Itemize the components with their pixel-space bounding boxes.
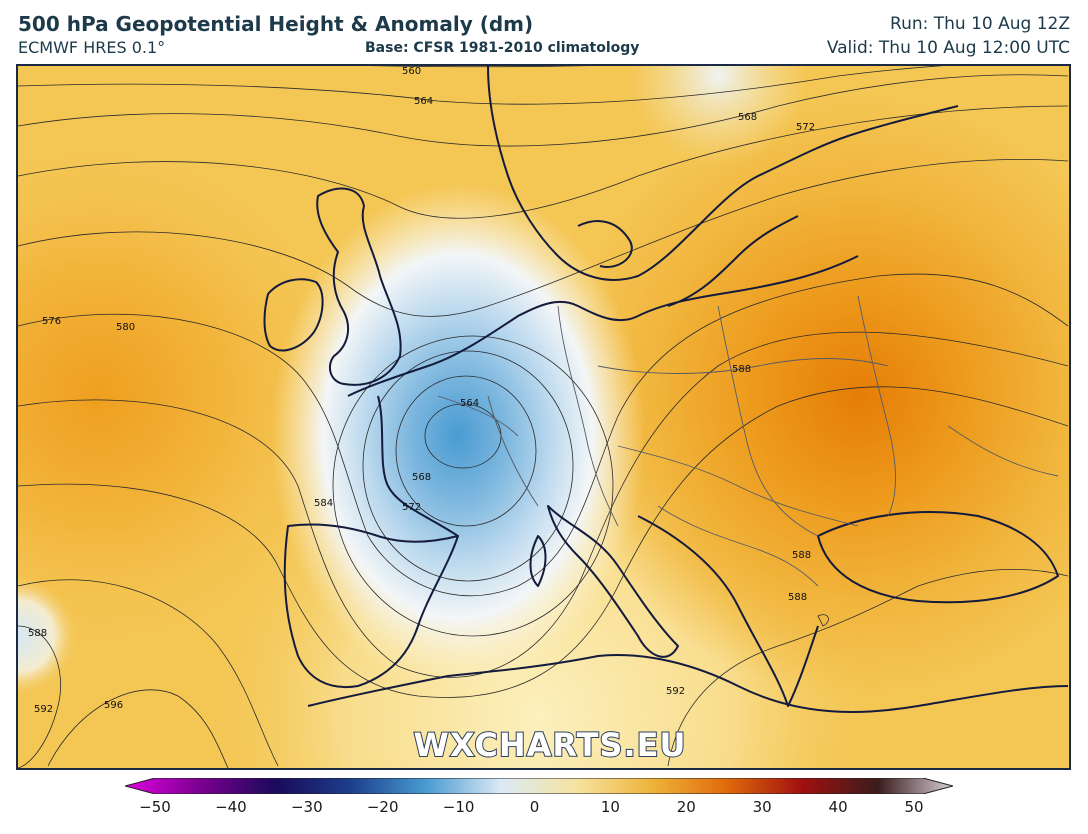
contour-label: 588 [788,592,807,603]
colorbar-ticks: −50 −40 −30 −20 −10 0 10 20 30 40 50 [0,798,1088,820]
contour-label: 572 [402,502,421,513]
colorbar-tick-label: 40 [828,798,848,816]
valid-label: Valid: Thu 10 Aug 12:00 UTC [826,38,1070,58]
map-panel: 560 564 568 572 576 580 584 588 592 596 … [16,64,1071,770]
chart-title: 500 hPa Geopotential Height & Anomaly (d… [18,12,534,36]
colorbar-tick-label: −20 [366,798,399,816]
contour-label: 596 [104,700,123,711]
contour-label: 576 [42,316,61,327]
colorbar [125,778,953,794]
base-label: Base: CFSR 1981-2010 climatology [365,40,640,56]
colorbar-tick-label: 50 [904,798,924,816]
contour-label: 592 [34,704,53,715]
watermark: WXCHARTS.EU [414,726,687,764]
contour-label: 588 [732,364,751,375]
contour-label: 580 [116,322,135,333]
contour-label: 560 [402,66,421,77]
contour-label: 592 [666,686,685,697]
cut-off-low-anomaly [18,66,1069,768]
colorbar-tick-label: 10 [600,798,620,816]
colorbar-tick-label: 20 [676,798,696,816]
colorbar-tick-label: −50 [139,798,171,816]
height-contours [18,66,1069,768]
map-graphic: 560 564 568 572 576 580 584 588 592 596 … [18,66,1069,768]
contour-label: 568 [412,472,431,483]
contour-label: 588 [28,628,47,639]
contour-label: 572 [796,122,815,133]
contour-label: 564 [460,398,479,409]
contour-label: 568 [738,112,757,123]
colorbar-tick-label: −40 [215,798,247,816]
colorbar-tick-label: −30 [290,798,323,816]
contour-label: 584 [314,498,333,509]
contour-label: 588 [792,550,811,561]
colorbar-tick-label: 0 [529,798,540,816]
colorbar-tick-label: −10 [442,798,475,816]
colorbar-tick-label: 30 [752,798,772,816]
model-label: ECMWF HRES 0.1° [18,38,166,57]
run-label: Run: Thu 10 Aug 12Z [890,14,1070,34]
contour-label: 564 [414,96,433,107]
borders [437,295,1059,587]
contour-labels: 560 564 568 572 576 580 584 588 592 596 … [28,66,815,715]
coastlines [263,66,1069,713]
